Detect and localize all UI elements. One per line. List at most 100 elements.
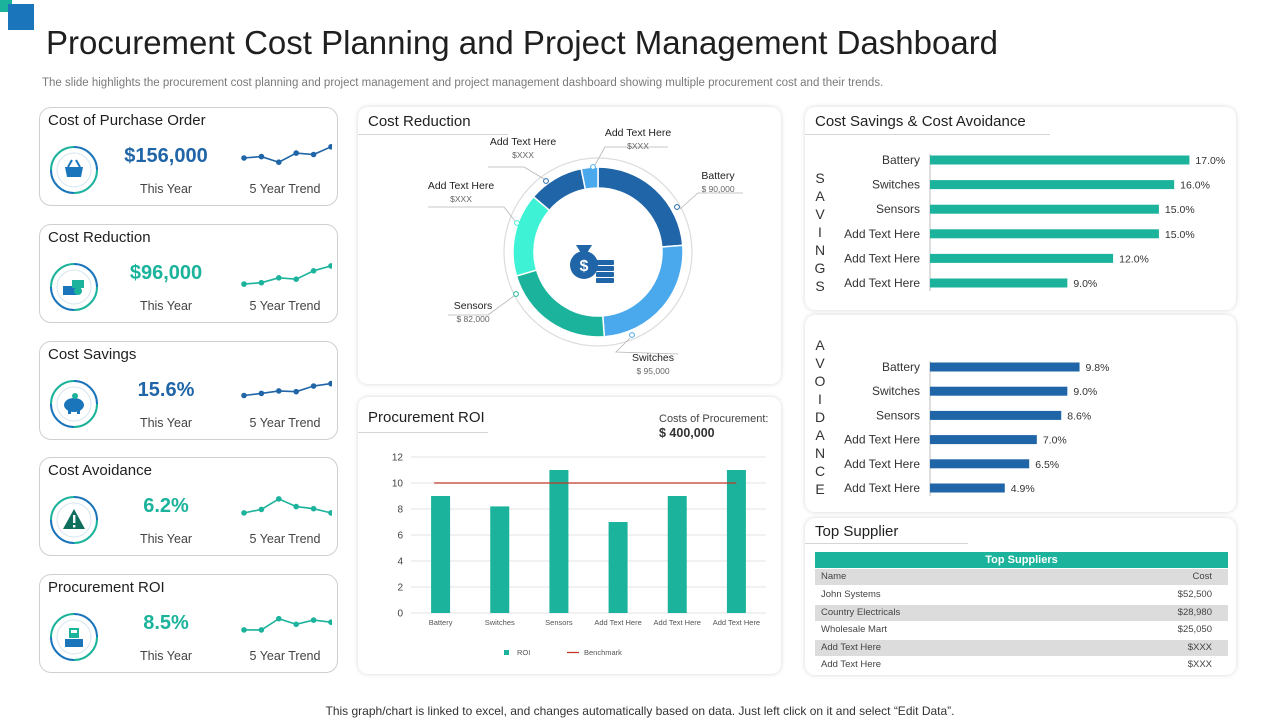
supplier-cost: $XXX [1187,659,1212,670]
sparkline-point [293,388,299,395]
money-bag-icon: $ [570,245,614,283]
kpi-this-year-label: This Year [139,182,193,196]
kpi-title: Cost Avoidance [48,462,152,479]
roi-bar [490,506,510,613]
donut-slice-label: Add Text Here [605,127,672,139]
kpi-this-year-label: This Year [139,532,193,546]
donut-slice-value: $ 82,000 [456,314,489,324]
roi-bar [667,496,687,613]
sparkline-point [276,159,282,165]
bar [930,253,1114,263]
cost-reduction-panel: Cost Reduction $ Battery $ 90,000 Switches $… [358,107,781,384]
table-row: Wholesale Mart $25,050 [815,622,1228,638]
supplier-name: Country Electricals [821,606,901,618]
vertical-letter: G [814,260,826,276]
vertical-letter: S [815,170,825,186]
x-tick-label: Add Text Here [594,618,641,627]
y-tick-label: 10 [392,479,404,490]
callout-dot [629,332,635,338]
vertical-letter: V [815,355,825,371]
sparkline-point [276,496,282,502]
svg-text:$: $ [580,258,589,275]
supplier-name: Name [821,571,847,582]
table-row: John Systems $52,500 [815,587,1228,603]
suppliers-column-header-row: Name Cost [815,569,1228,585]
page-subtitle: The slide highlights the procurement cos… [42,77,884,89]
bar-value-label: 15.0% [1165,204,1195,216]
kpi-value: $156,000 [124,145,208,167]
top-supplier-panel: Top Supplier Top Suppliers Name Cost John … [805,518,1236,675]
bar [930,204,1159,214]
donut-slice-label: Add Text Here [490,136,557,148]
callout-line [448,295,515,316]
title-underline [805,543,968,544]
sparkline-point [328,380,332,387]
kpi-trend-label: 5 Year Trend [249,416,321,430]
cash-register-icon [50,613,98,661]
callout-dot [590,164,596,170]
donut-slice-label: Sensors [454,300,493,312]
procurement-roi-panel: Procurement ROI Costs of Procurement: $ … [358,397,781,674]
bar-category-label: Battery [882,153,920,167]
sparkline-point [310,268,317,274]
y-tick-label: 8 [397,505,403,516]
piggy-bank-icon [50,380,98,428]
bar-category-label: Switches [872,384,920,398]
sparkline-point [328,144,332,150]
title-underline [805,134,1050,135]
table-row: Add Text Here $XXX [815,639,1228,656]
kpi-value: 8.5% [143,612,189,634]
donut-slice-value: $XXX [450,194,472,204]
bar-value-label: 12.0% [1119,253,1149,265]
bar-category-label: Add Text Here [844,457,920,471]
callout-line [594,146,668,166]
roi-bar [726,470,746,613]
supplier-name: John Systems [821,589,881,600]
kpi-this-year-label: This Year [139,416,193,430]
bar [930,229,1159,239]
sparkline-point [293,621,299,628]
donut-slice-value: $XXX [512,150,534,160]
basket-icon [50,146,98,194]
bar-value-label: 9.8% [1086,362,1110,374]
bar-category-label: Sensors [876,202,920,216]
bar-value-label: 9.0% [1073,278,1097,290]
sparkline-point [310,617,317,623]
callout-line [679,192,743,210]
bar [930,155,1190,165]
bar-value-label: 7.0% [1043,435,1067,447]
kpi-card-2: Cost Reduction $96,000 This Year 5 Year Tre… [39,224,338,323]
callout-dot [674,204,680,210]
vertical-letter: S [815,278,825,294]
sparkline-point [258,627,265,633]
cost-reduction-title: Cost Reduction [368,113,471,130]
sparkline-point [258,506,265,513]
callout-dot [513,291,519,297]
procurement-roi-title: Procurement ROI [368,409,485,426]
sparkline-line [244,617,332,631]
bar-value-label: 8.6% [1067,410,1091,422]
cash-hand-icon [50,263,98,311]
callout-line [488,166,545,180]
warning-icon [50,496,98,544]
sparkline-point [258,153,265,160]
bar-category-label: Add Text Here [844,227,920,241]
sparkline-line [243,382,332,397]
kpi-title: Cost of Purchase Order [48,112,206,129]
donut-center [535,189,661,315]
x-tick-label: Sensors [545,618,573,627]
bar [930,278,1068,288]
donut-slice-label: Battery [701,170,735,182]
sparkline-point [328,510,332,516]
corner-decoration [8,4,34,30]
kpi-value: $96,000 [129,262,203,284]
kpi-trend-sparkline [241,615,332,633]
footer-note: This graph/chart is linked to excel, and… [325,704,955,718]
sparkline-point [258,279,265,286]
sparkline-point [310,505,317,512]
sparkline-point [293,276,299,282]
title-underline [358,432,488,433]
vertical-letter: C [814,463,826,479]
